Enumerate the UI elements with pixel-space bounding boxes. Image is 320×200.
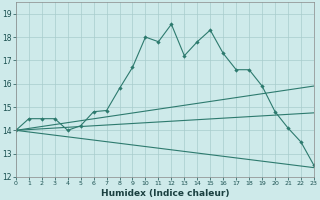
X-axis label: Humidex (Indice chaleur): Humidex (Indice chaleur) xyxy=(101,189,229,198)
